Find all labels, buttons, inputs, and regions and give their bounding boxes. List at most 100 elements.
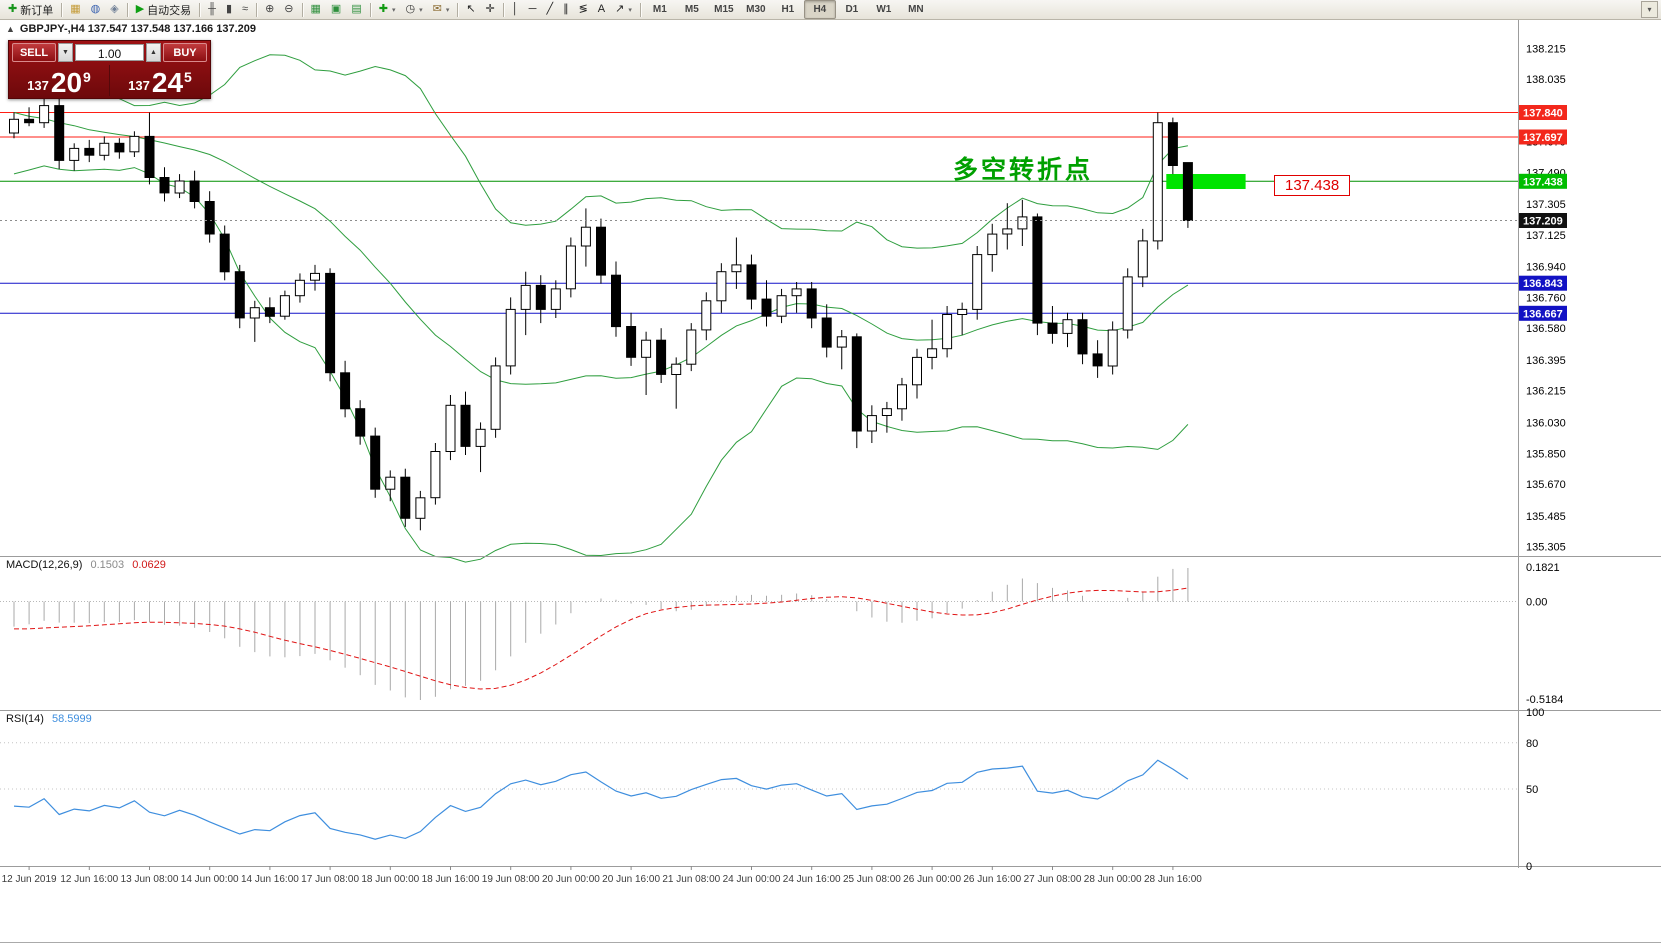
candle	[641, 339, 652, 358]
candle	[520, 284, 531, 310]
timeframe-d1-button[interactable]: D1	[836, 0, 868, 19]
timeframe-mn-button[interactable]: MN	[900, 0, 932, 19]
timeframe-h1-button[interactable]: H1	[772, 0, 804, 19]
time-axis-label: 27 Jun 08:00	[1024, 874, 1082, 885]
buy-button[interactable]: BUY	[163, 43, 207, 62]
candle	[550, 288, 561, 310]
candle	[114, 142, 125, 153]
volume-increase-button[interactable]: ▲	[146, 43, 161, 62]
candle	[294, 279, 305, 297]
volume-decrease-button[interactable]: ▼	[58, 43, 73, 62]
chart-window-button[interactable]: ▦	[65, 0, 85, 19]
time-axis-label: 13 Jun 08:00	[121, 874, 179, 885]
timeframe-m15-button[interactable]: M15	[708, 0, 740, 19]
candle	[24, 118, 35, 124]
chevron-down-icon: ▾	[628, 6, 632, 14]
candle	[54, 105, 65, 161]
candle	[821, 317, 832, 348]
trendline-icon: ╱	[546, 3, 554, 15]
navigator-button[interactable]: ◈	[105, 0, 123, 19]
macd-main-value: 0.1503	[90, 559, 125, 571]
cursor-button[interactable]: ↖	[461, 0, 480, 19]
toolbar-separator	[61, 2, 63, 17]
equidistant-channel-button[interactable]: ∥	[558, 0, 574, 19]
text-label-button[interactable]: A	[593, 0, 610, 19]
candle	[39, 105, 50, 124]
line-chart-button[interactable]: ≈	[237, 0, 253, 19]
timeframe-w1-button[interactable]: W1	[868, 0, 900, 19]
price-callout-label[interactable]: 137.438	[1274, 175, 1351, 196]
bar-chart-button[interactable]: ╫	[203, 0, 221, 19]
toolbar-separator	[301, 2, 303, 17]
navigator-icon: ◈	[110, 3, 119, 15]
cursor-icon: ↖	[466, 3, 476, 15]
timeframe-m30-button[interactable]: M30	[740, 0, 772, 19]
timeframe-m5-button[interactable]: M5	[676, 0, 708, 19]
highlight-rectangle[interactable]	[1166, 174, 1246, 189]
new-order-icon: ✚	[8, 3, 18, 15]
macd-scale-label: 0.1821	[1526, 562, 1560, 574]
timeframe-h4-button[interactable]: H4	[803, 0, 836, 19]
toolbar-separator	[369, 2, 371, 17]
channel-icon: ∥	[563, 3, 569, 15]
crosshair-button[interactable]: ✛	[481, 0, 500, 19]
vertical-line-button[interactable]: │	[507, 0, 524, 19]
horizontal-line-button[interactable]: ─	[524, 0, 542, 19]
indicators-button[interactable]: ✚ ▾	[374, 0, 401, 19]
rsi-scale-label: 0	[1526, 861, 1532, 873]
buy-price[interactable]: 137 24 5	[110, 63, 210, 98]
price-scale-label: 136.395	[1526, 355, 1566, 367]
price-badge-label: 136.843	[1523, 278, 1563, 290]
time-axis-label: 14 Jun 16:00	[241, 874, 299, 885]
trendline-button[interactable]: ╱	[541, 0, 558, 19]
timeframe-m15-button-label: M15	[714, 4, 734, 15]
candle	[129, 135, 140, 153]
fibonacci-button[interactable]: ≶	[574, 0, 593, 19]
candle	[340, 372, 351, 410]
candle	[84, 147, 95, 156]
candle	[1122, 276, 1133, 331]
candle	[400, 476, 411, 519]
sell-button[interactable]: SELL	[12, 43, 56, 62]
volume-input[interactable]	[76, 46, 143, 62]
timeframe-m5-button-label: M5	[684, 4, 699, 15]
candle	[1077, 319, 1088, 355]
timeframe-m1-button[interactable]: M1	[644, 0, 676, 19]
rsi-line	[13, 759, 1189, 840]
candle	[731, 264, 742, 273]
line-chart-icon: ≈	[242, 3, 249, 15]
zoom-in-button[interactable]: ⊕	[260, 0, 279, 19]
tile-windows-icon: ▦	[310, 3, 321, 15]
candle	[430, 451, 441, 499]
arrows-button[interactable]: ↗ ▾	[610, 0, 637, 19]
zoom-out-button[interactable]: ⊖	[279, 0, 298, 19]
stack-windows-button[interactable]: ▤	[346, 0, 366, 19]
rsi-scale-label: 80	[1526, 738, 1538, 750]
tile-windows-button[interactable]: ▦	[306, 0, 326, 19]
price-scale-label: 138.215	[1526, 43, 1566, 55]
rsi-label: RSI(14) 58.5999	[6, 713, 92, 725]
auto-trading-button[interactable]: ▶ 自动交易	[131, 0, 196, 19]
market-watch-button[interactable]: ◍	[86, 0, 106, 19]
periods-button[interactable]: ◷ ▾	[400, 0, 427, 19]
time-axis-label: 20 Jun 00:00	[542, 874, 600, 885]
stack-windows-icon: ▤	[351, 3, 362, 15]
price-chart[interactable]: 138.215138.035137.855137.670137.490137.3…	[0, 20, 1661, 942]
sell-price[interactable]: 137 20 9	[9, 63, 109, 98]
trade-panel-divider	[109, 65, 110, 96]
price-badge	[1519, 105, 1567, 120]
candle	[415, 497, 426, 519]
candle	[370, 435, 381, 490]
time-axis[interactable]: 12 Jun 2019 12 Jun 16:00 13 Jun 08:00 14 Ju…	[2, 866, 1203, 885]
auto-trading-button-label: 自动交易	[147, 4, 192, 17]
templates-button[interactable]: ✉ ▾	[428, 0, 455, 19]
auto-arrange-button[interactable]: ▣	[326, 0, 346, 19]
toolbar-overflow-button[interactable]: ▾	[1641, 1, 1658, 18]
candlestick-chart-button[interactable]: ▮	[221, 0, 237, 19]
price-badge-label: 137.209	[1523, 216, 1563, 228]
annotation-text[interactable]: 多空转折点	[953, 156, 1094, 184]
trade-panel-collapse-button[interactable]: ▲	[6, 23, 15, 34]
new-order-button[interactable]: ✚ 新订单	[3, 0, 58, 19]
price-scale-label: 136.215	[1526, 386, 1566, 398]
price-scale[interactable]: 138.215138.035137.855137.670137.490137.3…	[1519, 43, 1567, 554]
